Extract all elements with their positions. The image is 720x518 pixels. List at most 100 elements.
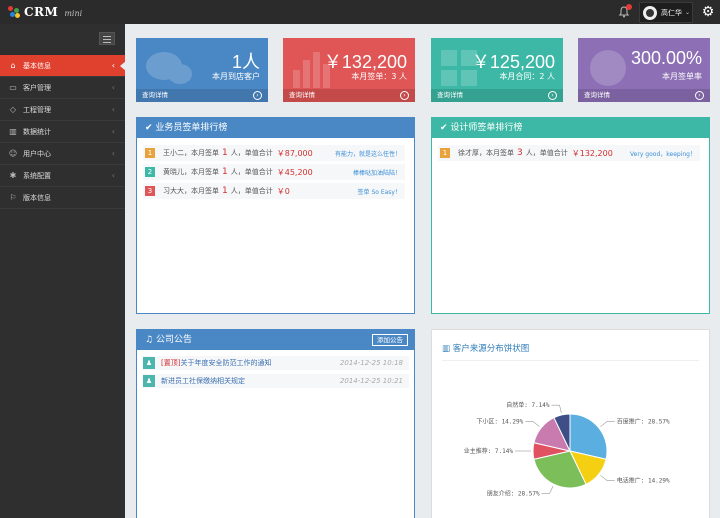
stat-desc: 本月合同：2 人 [499, 72, 555, 81]
top-bar: CRM mini 高仁华 ⌄ ⚙ [0, 0, 720, 24]
sidebar-item-label: 客户管理 [23, 83, 51, 92]
bell-icon: ♫ [145, 335, 156, 345]
panel-header: ✔ 设计师签单排行榜 [432, 118, 709, 138]
stat-details-link[interactable]: 查询详情 › [283, 89, 415, 102]
panel-title: 业务员签单排行榜 [155, 123, 228, 133]
logo-mark-icon [8, 6, 20, 18]
user-menu[interactable]: 高仁华 ⌄ [639, 2, 693, 23]
stat-value: 300.00% [630, 48, 702, 68]
chat-bubble-icon [146, 52, 192, 84]
chart-title: ▥ 客户来源分布饼状图 [442, 342, 529, 354]
add-notice-button[interactable]: 添加公告 [372, 334, 408, 346]
chevron-down-icon: ⌄ [685, 9, 691, 16]
check-icon: ✔ [145, 123, 156, 133]
stat-card-sign-rate: 300.00% 本月签单率 查询详情 › [578, 38, 710, 102]
list-item[interactable]: ♟ [置顶] 关于年度安全防范工作的通知 2014-12-25 10:18 [143, 356, 409, 370]
notice-tag: [置顶] [161, 359, 181, 367]
stat-link-label: 查询详情 [142, 91, 168, 99]
chevron-left-icon: ‹ [111, 83, 115, 92]
stat-details-link[interactable]: 查询详情 › [431, 89, 563, 102]
pie-slice-2[interactable] [533, 450, 587, 489]
logo[interactable]: CRM mini [8, 4, 82, 20]
chevron-left-icon: ‹ [111, 171, 115, 180]
notification-bell-icon[interactable] [617, 4, 632, 19]
sidebar-item-label: 基本信息 [23, 61, 51, 70]
stat-desc: 本月到店客户 [212, 72, 260, 81]
bar-chart-icon [293, 52, 330, 88]
gear-icon[interactable]: ⚙ [701, 4, 715, 20]
list-item[interactable]: ♟ 新进员工社保缴纳相关规定 2014-12-25 10:21 [143, 374, 409, 388]
pie-slice-0[interactable] [569, 413, 608, 460]
pie-label-line-0 [600, 421, 615, 427]
monitor-icon: ▭ [9, 83, 17, 92]
notice-panel: ♫ 公司公告 添加公告 ♟ [置顶] 关于年度安全防范工作的通知 2014-12… [136, 329, 415, 518]
chevron-left-icon: ‹ [111, 61, 115, 70]
pie-label-4: 下小区: 14.29% [476, 418, 523, 426]
active-indicator [120, 61, 126, 71]
notice-date: 2014-12-25 10:21 [339, 377, 403, 385]
sidebar-item-version[interactable]: ⚐ 版本信息 [0, 187, 125, 209]
sidebar-item-basic-info[interactable]: ⌂ 基本信息 ‹ [0, 55, 126, 77]
panel-header: ✔ 业务员签单排行榜 [137, 118, 414, 138]
pie-label-3: 业主推荐: 7.14% [464, 447, 514, 455]
stat-value: ￥125,200 [471, 52, 555, 72]
chart-title-text: 客户来源分布饼状图 [452, 344, 530, 354]
pie-label-line-1 [600, 475, 615, 481]
notice-title[interactable]: 新进员工社保缴纳相关规定 [161, 377, 245, 385]
rank-count: 3 [517, 148, 523, 158]
chevron-left-icon: ‹ [111, 105, 115, 114]
rank-name: 习大大 [163, 187, 184, 195]
logo-subtext: mini [64, 9, 83, 18]
table-row: 3 习大大 ，本月签单 1 人，单值合计 ￥0 签单 So Easy！ [143, 183, 405, 199]
user-name: 高仁华 [661, 8, 682, 17]
rank-note: 棒棒哒加油陆陆！ [352, 169, 401, 177]
stat-card-signed-amount: ￥132,200 本月签单：3 人 查询详情 › [283, 38, 415, 102]
rank-text: ，本月签单 [184, 168, 219, 176]
rank-note: 签单 So Easy！ [357, 188, 401, 196]
notice-date: 2014-12-25 10:18 [339, 359, 403, 367]
pie-chart: 百度推广: 28.57% 电话推广: 14.29% 朋友介绍: 28.57% 业主推荐… [464, 401, 670, 497]
bar-chart-icon: ▥ [9, 127, 17, 136]
stat-link-label: 查询详情 [289, 91, 315, 99]
rank-text: ，本月签单 [479, 149, 514, 157]
sidebar-menu: ⌂ 基本信息 ‹ ▭ 客户管理 ‹ ◇ 工程管理 ‹ ▥ 数据统计 ‹ ☺ 用户… [0, 55, 126, 209]
sidebar-item-statistics[interactable]: ▥ 数据统计 ‹ [0, 121, 125, 143]
rank-badge: 2 [145, 167, 155, 177]
rank-amount: ￥87,000 [276, 148, 313, 158]
sidebar: ⌂ 基本信息 ‹ ▭ 客户管理 ‹ ◇ 工程管理 ‹ ▥ 数据统计 ‹ ☺ 用户… [0, 24, 126, 518]
arrow-right-icon: › [548, 91, 557, 100]
bar-chart-icon: ▥ [442, 344, 453, 354]
globe-icon [590, 50, 626, 86]
chevron-left-icon: ‹ [111, 149, 115, 158]
grid-icon [441, 50, 477, 86]
stat-card-contract-amount: ￥125,200 本月合同：2 人 查询详情 › [431, 38, 563, 102]
check-icon: ✔ [440, 123, 451, 133]
pie-slice-5[interactable] [553, 413, 571, 452]
stat-value: 1人 [231, 52, 260, 72]
table-row: 2 黄晓儿 ，本月签单 1 人，单值合计 ￥45,200 棒棒哒加油陆陆！ [143, 164, 405, 180]
sidebar-item-projects[interactable]: ◇ 工程管理 ‹ [0, 99, 125, 121]
sidebar-item-customers[interactable]: ▭ 客户管理 ‹ [0, 77, 125, 99]
rank-text: 人，单值合计 [525, 149, 568, 157]
rank-name: 黄晓儿 [163, 168, 184, 176]
stat-value: ￥132,200 [323, 52, 407, 72]
sidebar-item-system-config[interactable]: ✱ 系统配置 ‹ [0, 165, 125, 187]
stat-details-link[interactable]: 查询详情 › [578, 89, 710, 102]
sidebar-toggle-button[interactable] [99, 32, 115, 45]
rank-note: 有能力，就是这么任性！ [334, 150, 401, 158]
rank-amount: ￥132,200 [571, 148, 613, 158]
sidebar-item-label: 用户中心 [23, 149, 51, 158]
sidebar-item-label: 系统配置 [23, 171, 51, 180]
rank-badge: 1 [440, 148, 450, 158]
pie-label-line-4 [525, 421, 540, 427]
rank-count: 1 [222, 186, 228, 196]
notice-title[interactable]: 关于年度安全防范工作的通知 [180, 359, 272, 367]
pie-label-line-5 [551, 404, 562, 414]
tag-icon: ◇ [9, 105, 17, 114]
sidebar-item-label: 数据统计 [23, 127, 51, 136]
sidebar-item-user-center[interactable]: ☺ 用户中心 ‹ [0, 143, 125, 165]
rank-note: Very good，keeping！ [630, 150, 696, 158]
rank-badge: 3 [145, 186, 155, 196]
stat-details-link[interactable]: 查询详情 › [136, 89, 268, 102]
rank-amount: ￥45,200 [276, 167, 313, 177]
